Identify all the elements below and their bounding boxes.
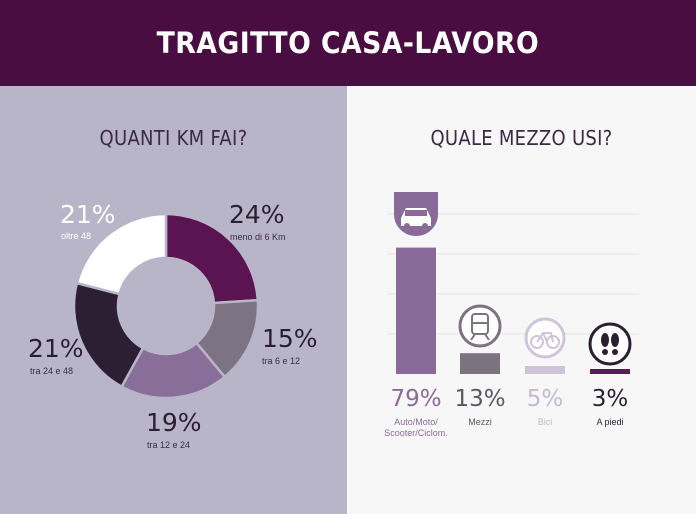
bar-category-label-1: Mezzi — [435, 417, 525, 428]
bar-value-label-1: 13% — [454, 386, 506, 412]
bar-category-line: Mezzi — [468, 417, 492, 427]
bar-value-label-0: 79% — [390, 386, 442, 412]
bar-value-label-2: 5% — [526, 386, 564, 412]
bar-category-label-0: Auto/Moto/ Scooter/Ciclom. — [371, 417, 461, 439]
bar-category-line: Bici — [537, 417, 553, 427]
bar-category-label-2: Bici — [500, 417, 590, 428]
bar-value-label-3: 3% — [591, 386, 629, 412]
slice-label-1: tra 6 e 12 — [262, 356, 301, 366]
bar-0 — [396, 247, 436, 374]
slice-pct-0: 24% — [229, 200, 285, 229]
bar-2 — [525, 366, 565, 374]
donut-slice-3 — [72, 281, 145, 389]
donut-slice-4 — [75, 212, 168, 296]
distance-title: QUANTI KM FAI? — [99, 126, 248, 150]
donut-slice-0 — [164, 212, 260, 305]
footprints-icon — [588, 322, 632, 366]
bar-3 — [590, 369, 630, 374]
page-title: TRAGITTO CASA-LAVORO — [156, 26, 540, 60]
transport-bar-chart — [387, 192, 639, 374]
transport-panel: QUALE MEZZO USI? 79% Auto/Moto/ Scooter/… — [347, 86, 696, 514]
donut-hole — [119, 259, 213, 353]
slice-pct-3: 21% — [28, 334, 84, 363]
slice-pct-4: 21% — [60, 200, 116, 229]
bar-category-line: Scooter/Ciclom. — [384, 428, 448, 438]
bar-1 — [460, 353, 500, 374]
car-icon — [394, 192, 438, 236]
slice-label-0: meno di 6 Km — [230, 232, 286, 242]
bar-category-label-3: A piedi — [565, 417, 655, 428]
header-banner: TRAGITTO CASA-LAVORO — [0, 0, 696, 86]
distance-panel: QUANTI KM FAI? 24% meno di 6 Km 15% tra … — [0, 86, 347, 514]
slice-pct-2: 19% — [146, 408, 202, 437]
slice-pct-1: 15% — [262, 324, 318, 353]
train-icon — [458, 304, 502, 348]
bicycle-icon — [524, 317, 566, 359]
bar-category-line: A piedi — [596, 417, 624, 427]
slice-label-3: tra 24 e 48 — [30, 366, 74, 376]
slice-label-2: tra 12 e 24 — [147, 440, 191, 450]
distance-donut-chart — [72, 212, 260, 400]
transport-title: QUALE MEZZO USI? — [430, 126, 613, 150]
bar-category-line: Auto/Moto/ — [394, 417, 438, 427]
slice-label-4: oltre 48 — [61, 231, 92, 241]
